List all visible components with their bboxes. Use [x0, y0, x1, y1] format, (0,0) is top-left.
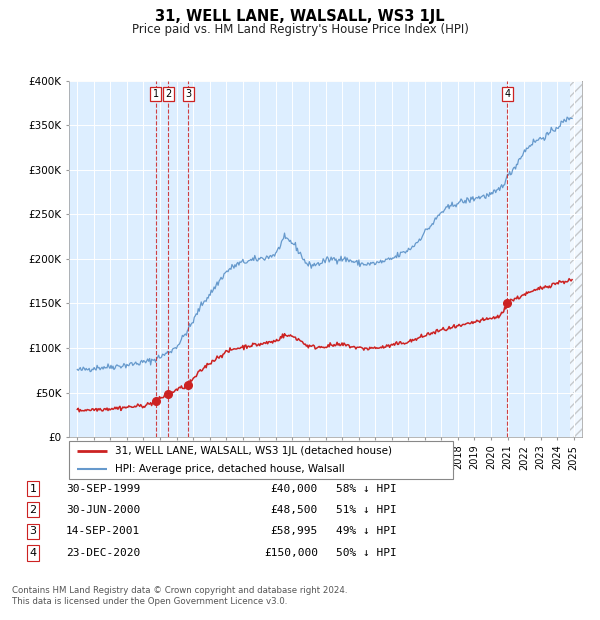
Text: 31, WELL LANE, WALSALL, WS3 1JL: 31, WELL LANE, WALSALL, WS3 1JL [155, 9, 445, 24]
Text: 3: 3 [29, 526, 37, 536]
Text: £58,995: £58,995 [271, 526, 318, 536]
Text: 4: 4 [504, 89, 510, 99]
FancyBboxPatch shape [69, 441, 453, 479]
Text: 50% ↓ HPI: 50% ↓ HPI [336, 548, 397, 558]
Text: 1: 1 [153, 89, 159, 99]
Text: £150,000: £150,000 [264, 548, 318, 558]
Text: 30-SEP-1999: 30-SEP-1999 [66, 484, 140, 494]
Text: This data is licensed under the Open Government Licence v3.0.: This data is licensed under the Open Gov… [12, 597, 287, 606]
Polygon shape [569, 81, 582, 437]
Text: 49% ↓ HPI: 49% ↓ HPI [336, 526, 397, 536]
Text: 23-DEC-2020: 23-DEC-2020 [66, 548, 140, 558]
Text: HPI: Average price, detached house, Walsall: HPI: Average price, detached house, Wals… [115, 464, 345, 474]
Text: 58% ↓ HPI: 58% ↓ HPI [336, 484, 397, 494]
Text: 3: 3 [185, 89, 191, 99]
Text: 2: 2 [29, 505, 37, 515]
Text: Price paid vs. HM Land Registry's House Price Index (HPI): Price paid vs. HM Land Registry's House … [131, 24, 469, 36]
Text: 4: 4 [29, 548, 37, 558]
Text: £40,000: £40,000 [271, 484, 318, 494]
Text: 2: 2 [165, 89, 172, 99]
Text: 51% ↓ HPI: 51% ↓ HPI [336, 505, 397, 515]
Text: 14-SEP-2001: 14-SEP-2001 [66, 526, 140, 536]
Text: 31, WELL LANE, WALSALL, WS3 1JL (detached house): 31, WELL LANE, WALSALL, WS3 1JL (detache… [115, 446, 392, 456]
Text: 1: 1 [29, 484, 37, 494]
Text: Contains HM Land Registry data © Crown copyright and database right 2024.: Contains HM Land Registry data © Crown c… [12, 586, 347, 595]
Text: 30-JUN-2000: 30-JUN-2000 [66, 505, 140, 515]
Text: £48,500: £48,500 [271, 505, 318, 515]
